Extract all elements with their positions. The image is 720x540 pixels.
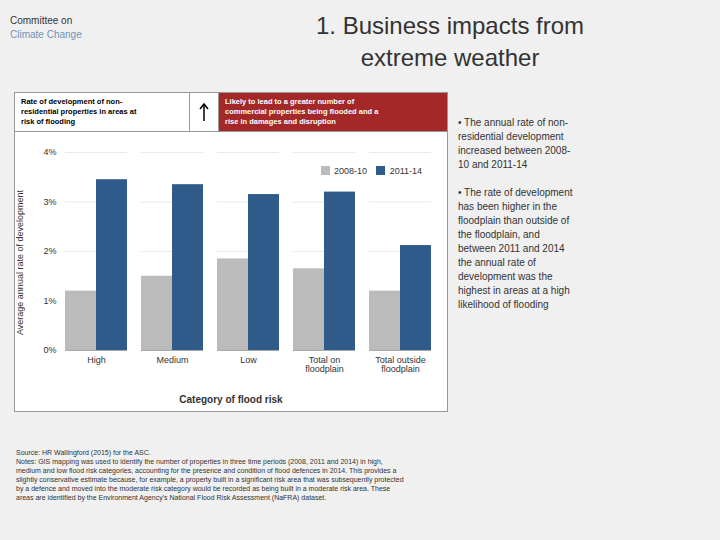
svg-text:2%: 2% — [43, 246, 56, 256]
html-text:Likely to lead to a greater nu: Likely to lead to a greater number of co… — [225, 97, 379, 126]
html-text:Committee on: Committee on — [10, 15, 73, 26]
html-text:Source: HR Wallingford (2015): Source: HR Wallingford (2015) for the AS… — [16, 449, 404, 501]
svg-text:3%: 3% — [43, 197, 56, 207]
svg-text:1%: 1% — [43, 296, 56, 306]
html-text:Category of flood risk: Category of flood risk — [179, 394, 283, 405]
html-text:2011-14: 2011-14 — [389, 165, 422, 176]
svg-text:4%: 4% — [43, 147, 56, 157]
html-text:Climate Change: Climate Change — [10, 29, 82, 40]
html-text:2008-10: 2008-10 — [334, 165, 368, 176]
svg-text:Low: Low — [240, 355, 257, 365]
html-text:1. Business impacts from extre: 1. Business impacts from extreme weather — [316, 12, 584, 71]
html-text:• The annual rate of non- resi: • The annual rate of non- residential de… — [458, 117, 571, 170]
svg-text:0%: 0% — [43, 345, 56, 355]
svg-text:High: High — [87, 355, 106, 365]
html-text:• The rate of development has: • The rate of development has been highe… — [458, 187, 573, 310]
svg-text:Total onfloodplain: Total onfloodplain — [305, 355, 344, 374]
svg-text:Total outsidefloodplain: Total outsidefloodplain — [375, 355, 426, 374]
html-text:Rate of development of non- re: Rate of development of non- residential … — [21, 97, 137, 126]
svg-text:Medium: Medium — [156, 355, 188, 365]
html-text:Average annual rate of develop: Average annual rate of development — [15, 190, 25, 336]
